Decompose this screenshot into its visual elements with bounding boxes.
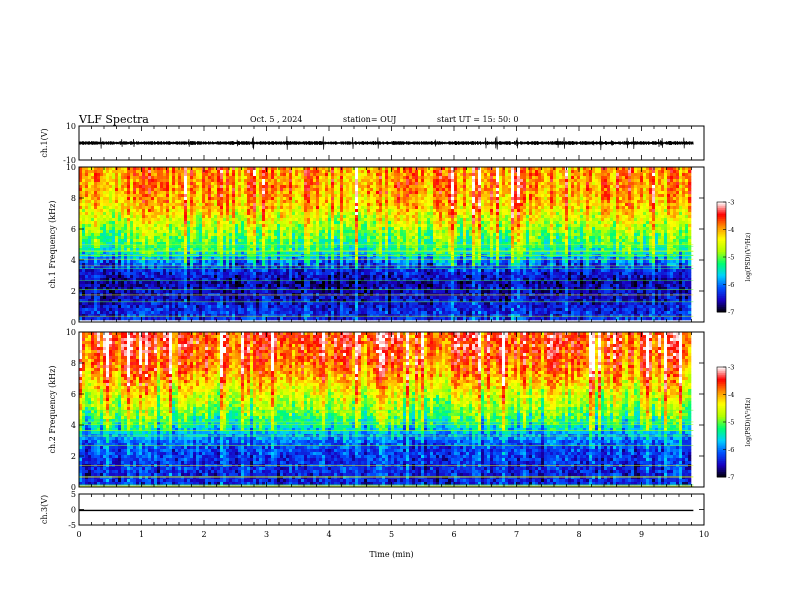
1-ytick-label: 2 <box>71 287 76 296</box>
ch3-ylabel: ch.3(V) <box>40 495 49 524</box>
ch1-spectrogram-panel: 0 2 4 6 8 10 ch.1 Frequency (kHz) <box>48 163 704 327</box>
start-time-label: start UT = 15: 50: 0 <box>437 115 518 124</box>
time-tick-label: 6 <box>451 530 456 539</box>
1-ytick-label: 4 <box>71 256 76 265</box>
time-tick-label: 7 <box>514 530 519 539</box>
1-ytick-label: 0 <box>71 318 76 327</box>
date-label: Oct. 5 , 2024 <box>250 115 302 124</box>
ch2-spectrogram-ylabel: ch.2 Frequency (kHz) <box>48 366 57 454</box>
colorbar-tick-label: -7 <box>728 474 734 482</box>
2-ytick-label: 2 <box>71 452 76 461</box>
2-ytick-label: 10 <box>66 328 76 337</box>
spectrogram-ch1-cells <box>79 167 693 320</box>
time-tick-label: 10 <box>699 530 709 539</box>
3-ytick-label: -5 <box>68 521 76 530</box>
2-ytick-label: 6 <box>71 390 76 399</box>
colorbar-tick-label: -6 <box>728 446 734 454</box>
colorbar-tick-label: -4 <box>728 226 734 234</box>
0-ytick-label: 10 <box>66 122 76 131</box>
time-axis: 0 1 2 3 4 5 6 7 8 9 10 Time (min) <box>76 530 709 559</box>
colorbar-tick-label: -5 <box>728 419 734 427</box>
3-ytick-label: 5 <box>71 490 76 499</box>
colorbar-label: log(PSD)(V²/Hz) <box>745 233 752 282</box>
ch1-ylabel: ch.1(V) <box>40 128 49 157</box>
1-ytick-label: 10 <box>66 163 76 172</box>
colorbar-tick-label: -5 <box>728 254 734 262</box>
ch1-waveform-trace <box>79 136 693 150</box>
2-ytick-label: 4 <box>71 421 76 430</box>
colorbar-tick-label: -3 <box>728 199 734 207</box>
3-ytick-label: 0 <box>71 506 76 515</box>
time-tick-label: 8 <box>576 530 581 539</box>
ch1-spectrogram-ylabel: ch.1 Frequency (kHz) <box>48 201 57 289</box>
time-tick-label: 3 <box>264 530 269 539</box>
time-tick-label: 5 <box>389 530 394 539</box>
time-tick-label: 1 <box>139 530 144 539</box>
time-tick-label: 4 <box>326 530 331 539</box>
spectrogram-ch2-cells <box>79 332 693 487</box>
colorbar-label: log(PSD)(V²/Hz) <box>745 398 752 447</box>
time-tick-label: 2 <box>201 530 206 539</box>
colorbar-tick-label: -3 <box>728 364 734 372</box>
1-ytick-label: 8 <box>71 194 76 203</box>
colorbar-tick-label: -6 <box>728 281 734 289</box>
figure-title: VLF Spectra <box>78 113 149 126</box>
time-axis-label: Time (min) <box>369 550 413 559</box>
time-tick-label: 0 <box>76 530 81 539</box>
colorbar-tick-label: -4 <box>728 391 734 399</box>
2-ytick-label: 8 <box>71 359 76 368</box>
colorbar-tick-label: -7 <box>728 309 734 317</box>
1-ytick-label: 6 <box>71 225 76 234</box>
ch2-colorbar: -3 -4 -5 -6 -7 log(PSD)(V²/Hz) <box>717 364 752 482</box>
ch3-waveform-panel: 5 0 -5 ch.3(V) <box>40 490 704 530</box>
ch1-colorbar: -3 -4 -5 -6 -7 log(PSD)(V²/Hz) <box>717 199 752 317</box>
time-tick-label: 9 <box>639 530 644 539</box>
station-label: station= OUJ <box>343 115 396 124</box>
